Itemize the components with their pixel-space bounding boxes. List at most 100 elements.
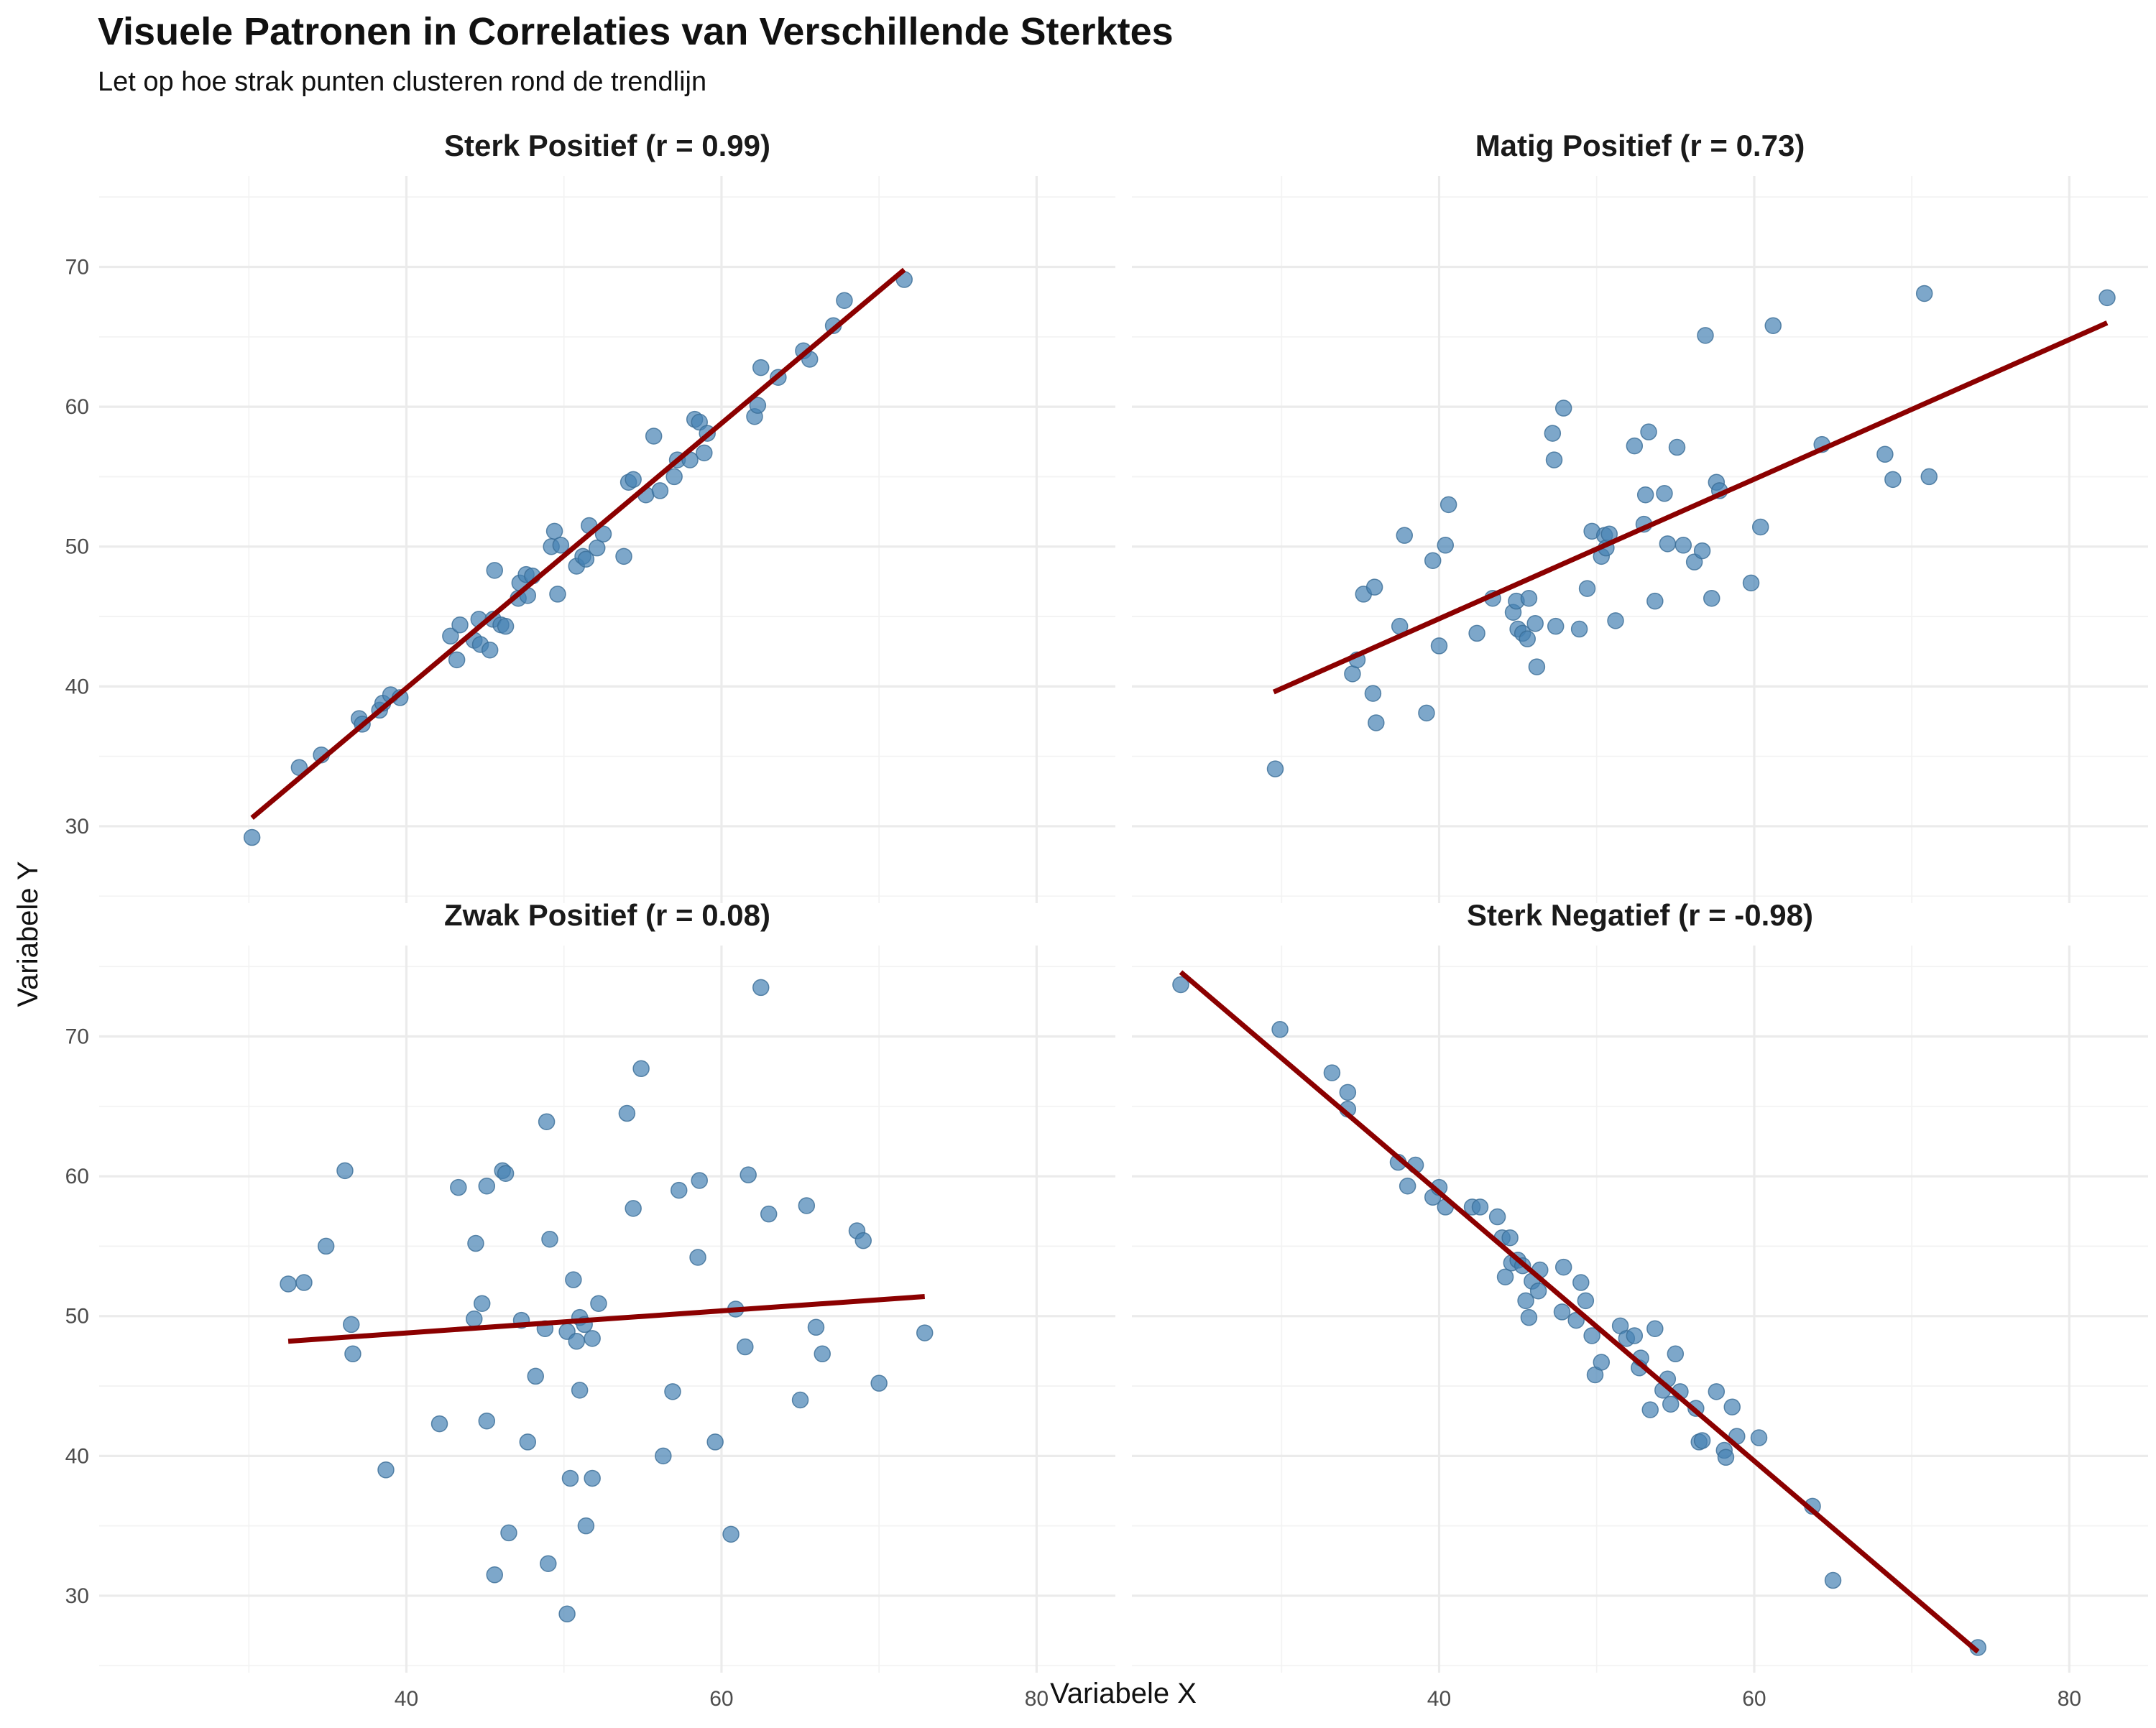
data-point [486, 562, 504, 579]
data-point [625, 471, 642, 489]
data-point [798, 1197, 816, 1214]
trend-line [287, 1293, 925, 1344]
data-point [1517, 1292, 1534, 1310]
data-point [752, 359, 770, 376]
data-point [740, 1166, 757, 1183]
data-point [670, 1181, 688, 1199]
data-point [584, 1469, 601, 1487]
data-point [1554, 1258, 1572, 1276]
data-point [1554, 399, 1572, 417]
y-tick-label: 70 [65, 1025, 89, 1049]
data-point [632, 1060, 650, 1078]
data-point [1723, 1398, 1741, 1415]
data-point [497, 1165, 515, 1182]
data-point [1662, 1395, 1680, 1413]
data-point [584, 1330, 601, 1347]
data-point [1626, 1327, 1644, 1344]
data-point [1439, 496, 1457, 514]
data-point [696, 444, 713, 462]
data-point [1583, 1327, 1600, 1344]
data-point [1545, 451, 1563, 468]
data-point [1266, 760, 1284, 777]
data-point [568, 1333, 586, 1350]
data-point [594, 525, 612, 542]
data-point [1607, 612, 1624, 629]
data-point [1365, 578, 1383, 596]
data-point [552, 537, 570, 554]
data-point [317, 1237, 335, 1255]
data-point [1468, 624, 1485, 642]
data-point [1520, 589, 1538, 607]
data-point [1399, 1177, 1416, 1195]
data-point [1742, 574, 1760, 592]
data-point [1667, 1345, 1685, 1363]
data-point [545, 522, 563, 540]
data-point [1920, 468, 1938, 486]
data-point [1430, 637, 1448, 655]
data-point [1520, 1308, 1538, 1326]
y-tick-label: 40 [65, 675, 89, 698]
data-point [1646, 1320, 1664, 1337]
data-point [1529, 1282, 1547, 1300]
panel: Sterk Positief (r = 0.99) 30 40 50 60 70 [65, 129, 1115, 903]
data-point [1626, 437, 1644, 455]
data-point [1764, 317, 1782, 334]
data-point [1717, 1449, 1735, 1466]
y-tick-label: 40 [65, 1444, 89, 1468]
panel: Sterk Negatief (r = -0.98) 40 60 80 [1132, 898, 2148, 1711]
data-point [1659, 535, 1677, 553]
x-axis-title: Variabele X [1050, 1678, 1197, 1709]
data-point [377, 1461, 395, 1479]
data-point [590, 1295, 607, 1312]
data-point [1544, 425, 1562, 442]
data-point [571, 1382, 589, 1399]
data-point [467, 1234, 484, 1252]
trend-line [250, 267, 906, 820]
data-point [760, 1205, 778, 1223]
data-point [655, 1447, 672, 1465]
data-point [430, 1415, 448, 1433]
data-point [665, 468, 683, 486]
chart-subtitle: Let op hoe strak punten clusteren rond d… [98, 67, 706, 97]
x-tick-label: 40 [395, 1687, 418, 1711]
data-point [1418, 704, 1435, 722]
y-tick-label: 60 [65, 395, 89, 419]
data-point [1577, 1292, 1595, 1310]
data-point [1640, 423, 1657, 440]
data-point [1496, 1268, 1514, 1285]
data-point [527, 1367, 545, 1385]
data-point [1646, 592, 1664, 610]
x-tick-label: 60 [1742, 1687, 1766, 1711]
y-tick-label: 60 [65, 1165, 89, 1188]
data-point [1750, 1429, 1768, 1446]
data-point [1271, 1021, 1289, 1038]
data-point [1364, 685, 1382, 702]
data-point [722, 1525, 740, 1543]
y-axis-title: Variabele Y [12, 861, 44, 1007]
data-point [1396, 527, 1414, 544]
data-point [565, 1271, 582, 1288]
y-tick-label: 30 [65, 1584, 89, 1608]
data-point [836, 292, 853, 309]
data-point [749, 397, 767, 414]
data-point [466, 1310, 483, 1328]
x-tick-label: 60 [709, 1687, 733, 1711]
data-point [1519, 630, 1537, 647]
data-point [664, 1383, 681, 1400]
data-point [645, 428, 663, 445]
data-point [1547, 617, 1565, 635]
data-point [1593, 1354, 1611, 1371]
data-point [450, 1178, 467, 1196]
data-point [1697, 327, 1714, 344]
data-point [500, 1524, 517, 1542]
data-point [540, 1555, 557, 1572]
data-point [1553, 1303, 1571, 1321]
data-point [807, 1318, 825, 1336]
x-tick-label: 40 [1427, 1687, 1451, 1711]
data-point [625, 1200, 642, 1217]
data-point [691, 1172, 708, 1189]
data-point [558, 1605, 576, 1623]
data-point [577, 550, 595, 568]
panel: Matig Positief (r = 0.73) [1132, 129, 2148, 903]
